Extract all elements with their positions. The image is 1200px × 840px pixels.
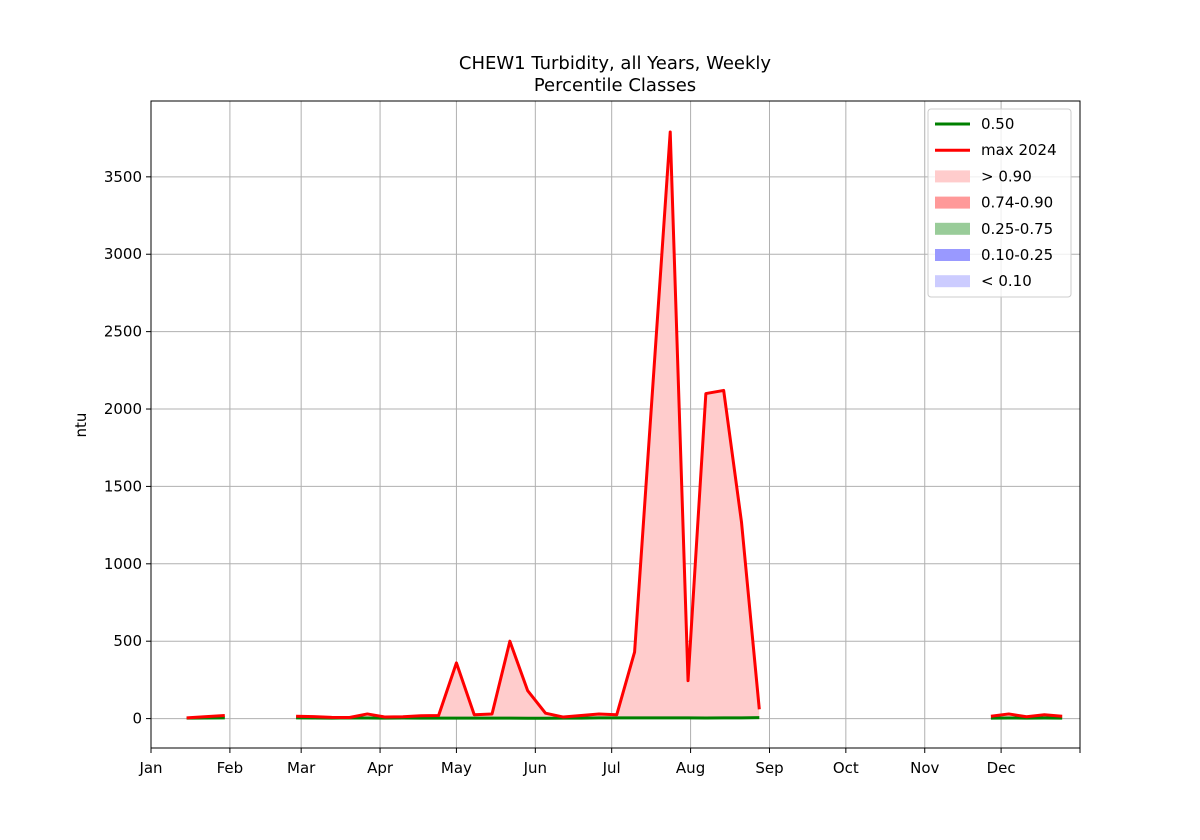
x-tick-label: Aug (676, 759, 705, 777)
legend-label: max 2024 (981, 141, 1057, 159)
y-tick-label: 500 (113, 632, 142, 650)
y-tick-label: 3000 (104, 245, 142, 263)
legend-patch-swatch (935, 222, 970, 235)
x-tick-label: Mar (287, 759, 316, 777)
x-tick-label: Nov (910, 759, 939, 777)
y-tick-label: 2000 (104, 400, 142, 418)
y-tick-label: 1500 (104, 477, 142, 495)
x-tick-label: Feb (217, 759, 244, 777)
plot-frame (150, 100, 1081, 749)
x-tick-label: Jul (602, 759, 621, 777)
x-tick-label: Sep (755, 759, 783, 777)
legend-patch-swatch (935, 275, 970, 288)
legend-label: 0.25-0.75 (981, 220, 1053, 238)
chart-title: CHEW1 Turbidity, all Years, Weekly (459, 53, 772, 74)
x-axis: Jan Feb Mar Apr May Jun Jul Aug Sep Oct Nov Dec (138, 748, 1081, 777)
x-tick-label: Dec (987, 759, 1016, 777)
legend-patch-swatch (935, 249, 970, 261)
x-tick-label: Apr (367, 759, 394, 777)
chart-subtitle: Percentile Classes (534, 75, 696, 96)
series-line (296, 716, 760, 720)
legend-label: 0.10-0.25 (981, 246, 1053, 264)
y-axis-label: ntu (72, 413, 90, 438)
series-lines (186, 130, 1063, 720)
x-tick-label: Jun (523, 759, 547, 777)
x-tick-label: Jan (138, 759, 162, 777)
band-area (296, 131, 760, 719)
legend-label: 0.74-0.90 (981, 194, 1053, 212)
legend-label: 0.50 (981, 115, 1014, 133)
x-tick-label: May (441, 759, 472, 777)
series-line (186, 713, 225, 720)
series-line (990, 712, 1063, 719)
legend: 0.50 max 2024 > 0.90 0.74-0.90 0.25-0.75 0.10… (927, 108, 1072, 298)
y-tick-label: 1000 (104, 555, 142, 573)
series-line (296, 130, 761, 720)
y-axis: 0 500 1000 1500 2000 2500 3000 3500 (104, 168, 151, 728)
legend-label: > 0.90 (981, 167, 1032, 185)
legend-label: < 0.10 (981, 272, 1032, 290)
legend-patch-swatch (935, 170, 970, 183)
legend-patch-swatch (935, 196, 970, 209)
y-tick-label: 0 (132, 710, 142, 728)
y-tick-label: 2500 (104, 323, 142, 341)
y-tick-label: 3500 (104, 168, 142, 186)
x-tick-label: Oct (833, 759, 859, 777)
